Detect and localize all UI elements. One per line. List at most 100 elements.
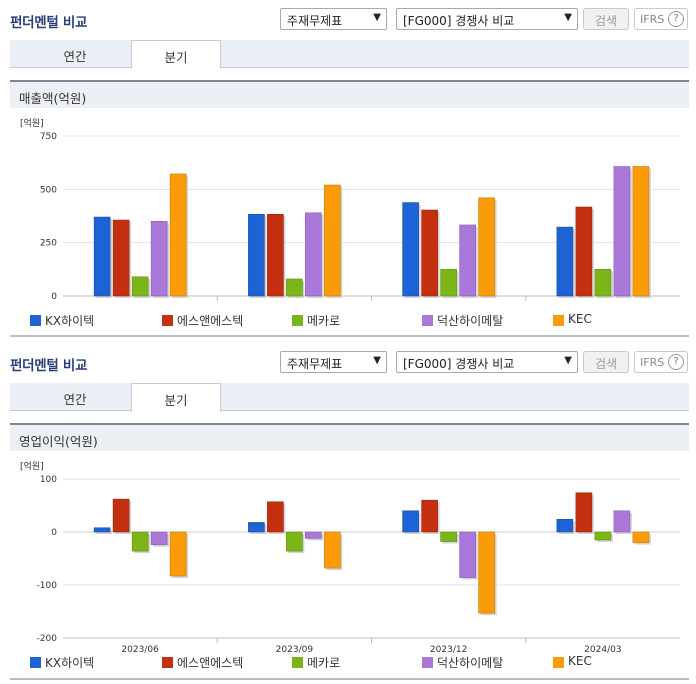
peer-select[interactable]: [FG000] 경쟁사 비교 ▼ (396, 351, 578, 373)
chart-legend: KX하이텍 에스앤에스텍 메카로 덕산하이메탈 KEC (0, 654, 696, 672)
bar (556, 518, 574, 533)
sales-bar-chart: [억원]02505007502023/062023/092023/122024/… (20, 117, 680, 302)
legend-swatch (30, 657, 41, 668)
ifrs-label: IFRS (640, 356, 665, 369)
y-tick-label: 250 (40, 239, 57, 249)
legend-swatch (422, 315, 433, 326)
bar (478, 531, 495, 614)
help-icon: ? (668, 354, 684, 370)
x-tick-label: 2023/12 (430, 645, 467, 655)
unit-label: [억원] (20, 460, 44, 472)
tab-quarterly[interactable]: 분기 (131, 40, 221, 69)
fundamental-panel-sales: 펀더멘털 비교 주재무제표 ▼ [FG000] 경쟁사 비교 ▼ 검색 IFRS… (0, 0, 696, 337)
bar (286, 531, 303, 552)
x-tick-label: 2023/06 (121, 645, 159, 655)
bar (305, 531, 322, 539)
y-tick-label: 0 (51, 292, 57, 302)
legend-label: 덕산하이메탈 (437, 314, 504, 328)
search-button[interactable]: 검색 (583, 8, 629, 30)
peer-select[interactable]: [FG000] 경쟁사 비교 ▼ (396, 8, 578, 30)
tab-annual[interactable]: 연간 (63, 49, 87, 64)
bar (267, 213, 284, 297)
period-tabs: 연간 분기 (10, 383, 689, 412)
legend-swatch (162, 315, 173, 326)
operating-income-bar-chart: [억원] -200 -100 0 100 2023/06 2023/09 2023/12 202… (20, 460, 680, 655)
y-tick-label: -200 (37, 634, 58, 644)
bar (305, 212, 322, 297)
help-icon: ? (668, 11, 684, 27)
bar (402, 202, 419, 297)
bar (556, 226, 574, 297)
bar (421, 209, 438, 297)
bar (575, 492, 593, 533)
x-tick-label: 2024/03 (584, 645, 621, 655)
bar (632, 531, 650, 543)
bar (478, 197, 495, 297)
statement-select[interactable]: 주재무제표 ▼ (280, 8, 387, 30)
x-tick-label: 2023/09 (276, 645, 314, 655)
ifrs-help-button[interactable]: IFRS ? (634, 351, 688, 373)
bar (402, 510, 419, 533)
bar (150, 221, 168, 297)
bar (594, 531, 612, 541)
chevron-down-icon: ▼ (564, 355, 572, 366)
bar (575, 206, 593, 297)
bar (248, 522, 265, 533)
tab-quarterly[interactable]: 분기 (131, 383, 221, 412)
legend-label: 메카로 (307, 656, 341, 670)
fundamental-panel-operating-income: 펀더멘털 비교 주재무제표 ▼ [FG000] 경쟁사 비교 ▼ 검색 IFRS… (0, 343, 696, 684)
ifrs-help-button[interactable]: IFRS ? (634, 8, 688, 30)
chevron-down-icon: ▼ (373, 12, 381, 23)
bar (324, 531, 341, 569)
bar (632, 166, 650, 297)
panel-title: 펀더멘털 비교 (10, 358, 88, 374)
statement-select-value: 주재무제표 (287, 357, 343, 371)
bar (112, 219, 130, 297)
bar (594, 269, 612, 297)
bar (267, 501, 284, 533)
chart-section-title: 영업이익(억원) (10, 423, 689, 451)
panel-header: 펀더멘털 비교 주재무제표 ▼ [FG000] 경쟁사 비교 ▼ 검색 IFRS… (0, 343, 696, 379)
panel-divider (10, 678, 689, 680)
legend-swatch (422, 657, 433, 668)
statement-select-value: 주재무제표 (287, 14, 343, 28)
legend-label: 에스앤에스텍 (177, 314, 244, 328)
legend-label: KX하이텍 (45, 656, 95, 670)
chart-section-title: 매출액(억원) (10, 80, 689, 108)
bar (93, 527, 111, 533)
bar (459, 531, 476, 578)
y-tick-label: 0 (51, 528, 57, 538)
bar (150, 531, 168, 546)
search-button[interactable]: 검색 (583, 351, 629, 373)
ifrs-label: IFRS (640, 13, 665, 26)
bar (286, 278, 303, 297)
legend-label: KEC (568, 654, 592, 668)
legend-swatch (292, 315, 303, 326)
bar (440, 269, 457, 297)
chevron-down-icon: ▼ (564, 12, 572, 23)
chart-legend: KX하이텍 에스앤에스텍 메카로 덕산하이메탈 KEC (0, 312, 696, 330)
statement-select[interactable]: 주재무제표 ▼ (280, 351, 387, 373)
bar (93, 216, 111, 297)
legend-swatch (162, 657, 173, 668)
peer-select-value: [FG000] 경쟁사 비교 (403, 14, 515, 28)
bar (324, 184, 341, 297)
bar (613, 510, 631, 533)
legend-swatch (292, 657, 303, 668)
legend-swatch (553, 657, 564, 668)
bar (440, 531, 457, 542)
unit-label: [억원] (20, 117, 44, 129)
legend-swatch (553, 315, 564, 326)
panel-header: 펀더멘털 비교 주재무제표 ▼ [FG000] 경쟁사 비교 ▼ 검색 IFRS… (0, 0, 696, 36)
bar (169, 173, 187, 297)
bar (112, 498, 130, 533)
legend-label: 에스앤에스텍 (177, 656, 244, 670)
legend-swatch (30, 315, 41, 326)
panel-divider (10, 335, 689, 337)
chevron-down-icon: ▼ (373, 355, 381, 366)
legend-label: KX하이텍 (45, 314, 95, 328)
tab-annual[interactable]: 연간 (63, 392, 87, 407)
bar (613, 166, 631, 297)
legend-label: 메카로 (307, 314, 341, 328)
bar (131, 276, 149, 297)
